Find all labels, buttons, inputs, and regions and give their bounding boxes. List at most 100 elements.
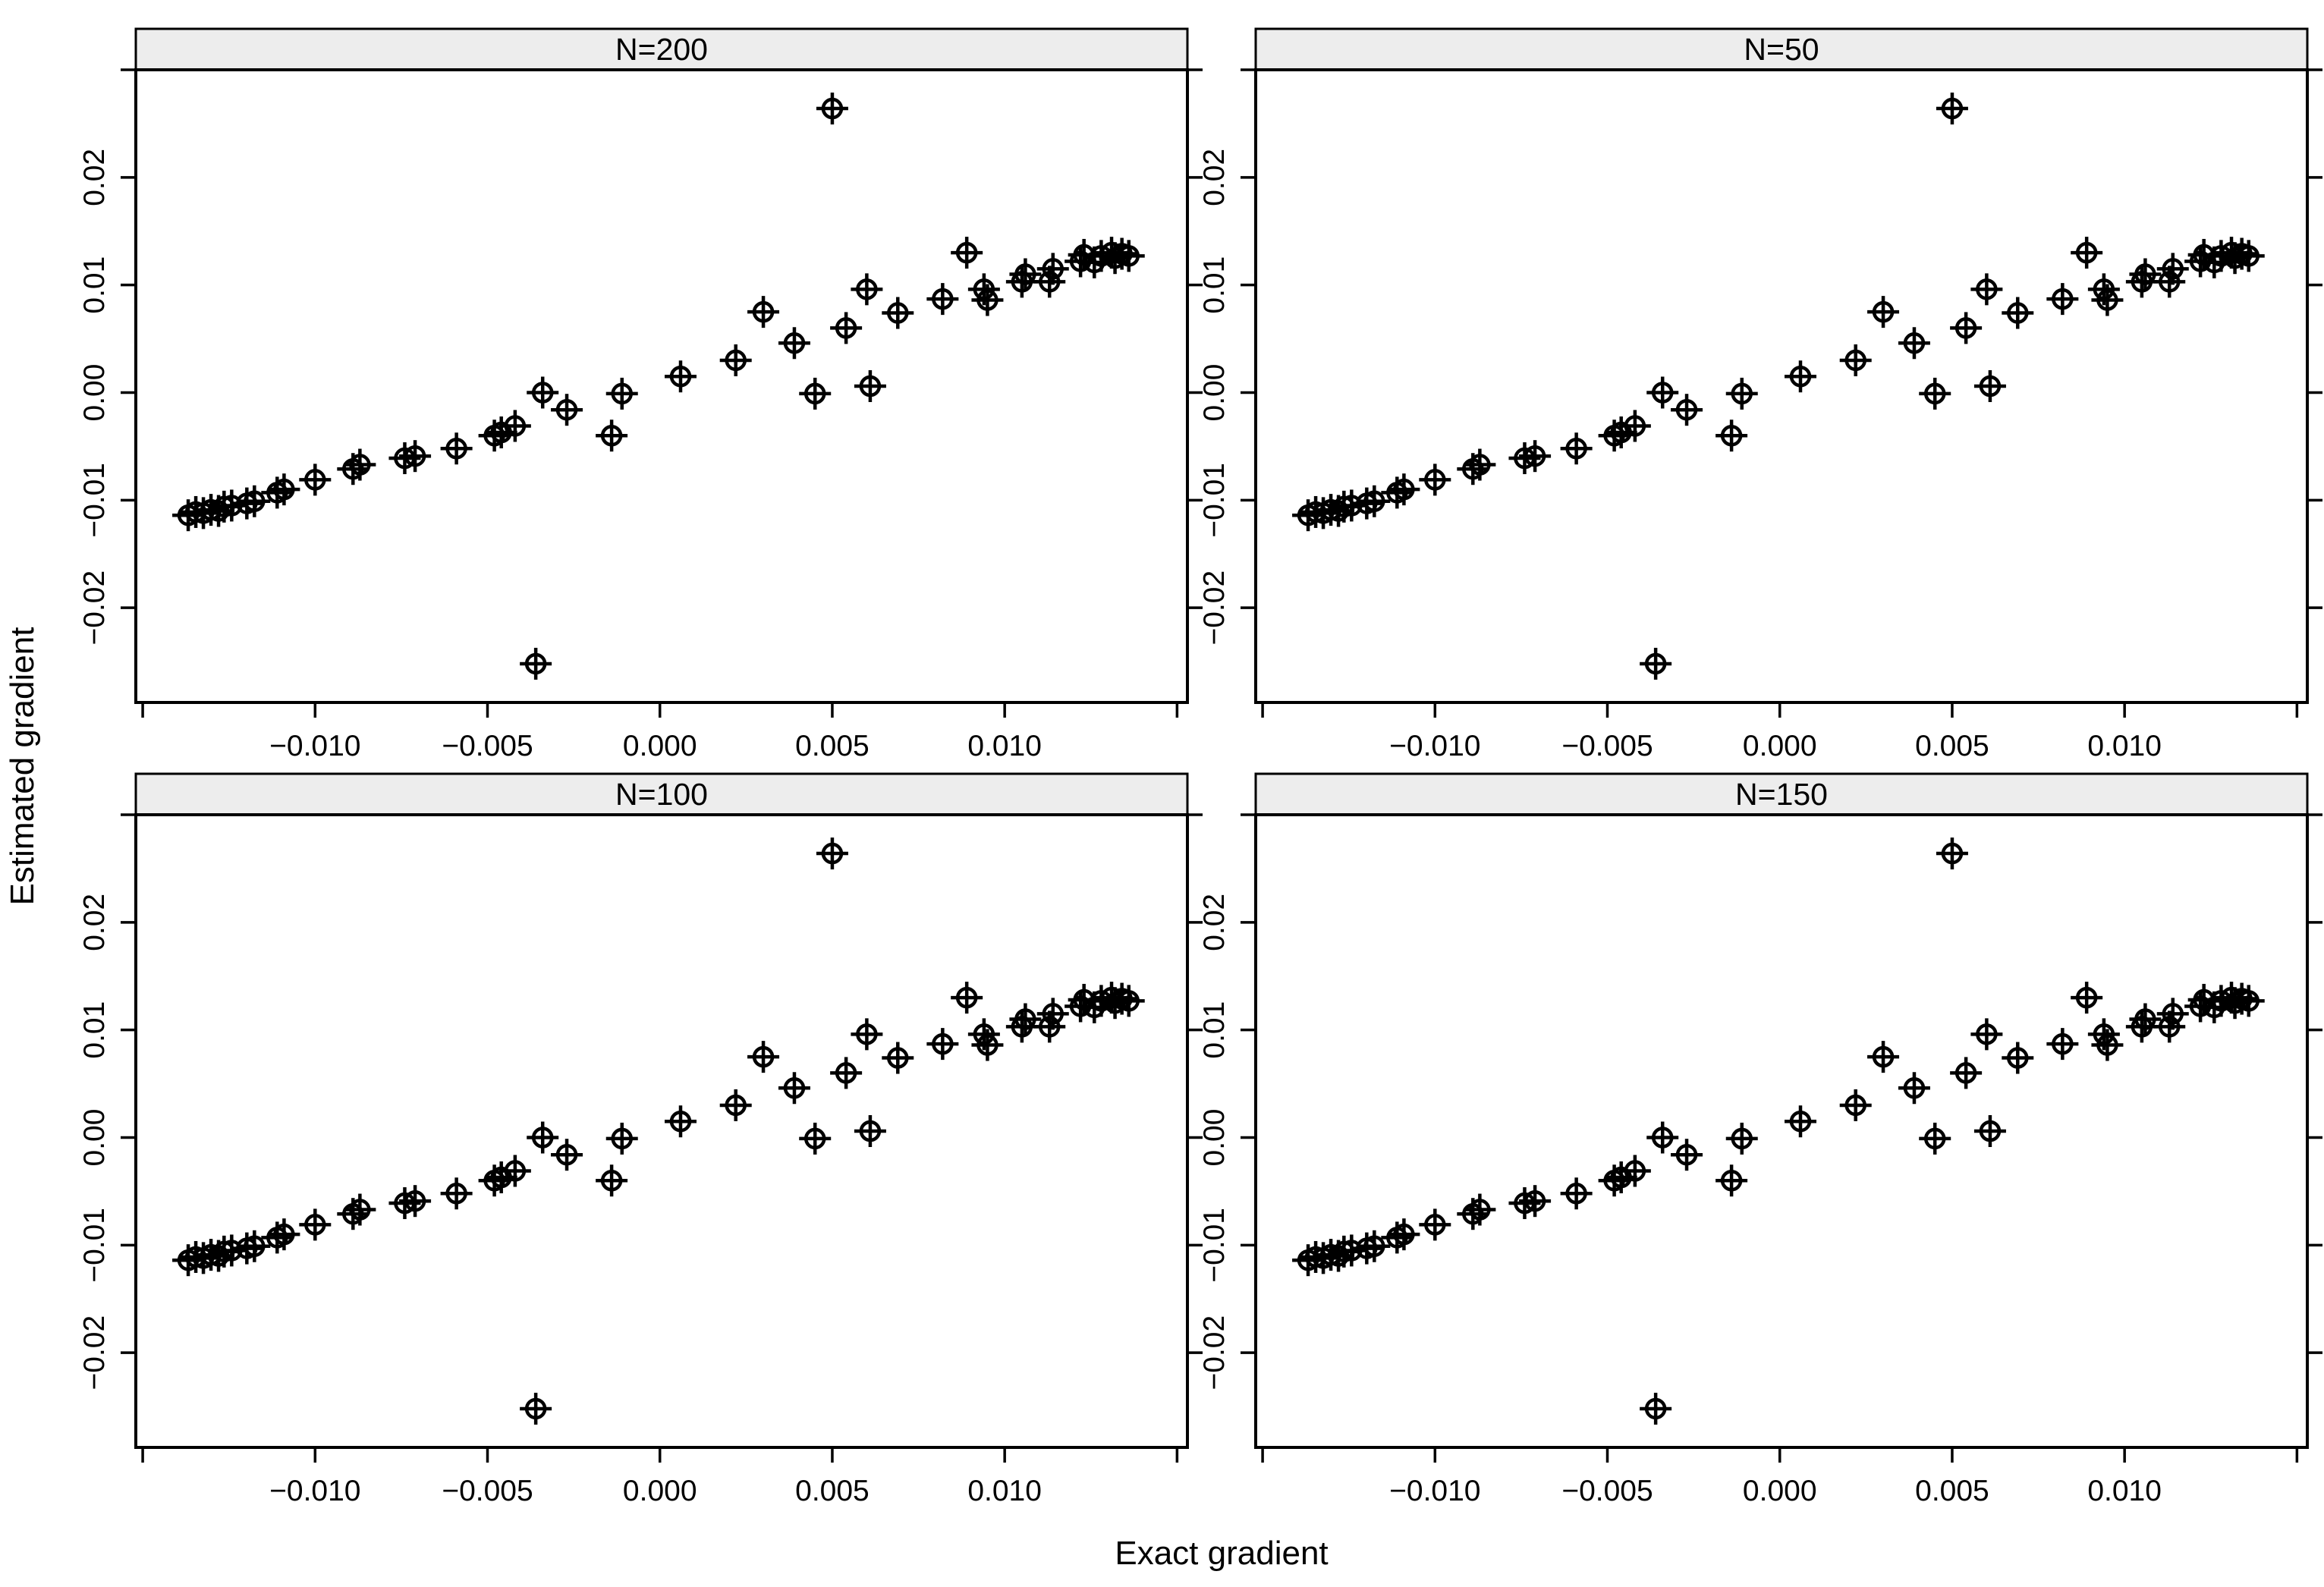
strip-label: N=200 — [615, 32, 708, 67]
data-point — [1009, 258, 1042, 291]
data-point — [951, 237, 983, 269]
data-point — [1519, 440, 1552, 473]
data-point — [1640, 1392, 1672, 1425]
data-point — [1036, 253, 1069, 285]
panel-n-100: N=100 −0.02 −0.01 0.00 0.01 0.02 −0.010 −0.005 0… — [78, 772, 1203, 1507]
data-point — [1970, 1018, 2003, 1051]
data-point — [1640, 647, 1672, 680]
data-point — [971, 1029, 1004, 1061]
y-tick-label: 0.02 — [1198, 894, 1231, 951]
x-tick-label: −0.005 — [442, 1475, 533, 1507]
data-point — [1936, 93, 1968, 125]
panel-border — [134, 813, 1189, 1449]
x-tick-label: −0.010 — [269, 1475, 360, 1507]
x-axis-title: Exact gradient — [1115, 1535, 1328, 1572]
y-tick-label: 0.00 — [1198, 1109, 1231, 1167]
data-point — [238, 485, 271, 517]
strip-label: N=50 — [1744, 32, 1819, 67]
data-point — [2071, 237, 2103, 269]
data-point — [851, 273, 883, 306]
data-point — [747, 296, 780, 328]
data-point — [799, 377, 832, 410]
y-tick-label: −0.02 — [78, 570, 111, 646]
panel-n-50: N=50 −0.02 −0.01 0.00 0.01 0.02 −0.010 −0.005 0.… — [1198, 27, 2322, 762]
x-tick-label: −0.010 — [269, 730, 360, 762]
x-tick-label: 0.005 — [795, 1475, 870, 1507]
data-point — [1618, 410, 1651, 442]
data-point — [2046, 1028, 2079, 1061]
data-point — [596, 1164, 628, 1197]
data-point — [2232, 985, 2265, 1017]
data-point — [551, 394, 583, 426]
data-point — [440, 432, 473, 465]
data-point — [1671, 1139, 1703, 1171]
data-point — [520, 1392, 552, 1425]
data-point — [1898, 1072, 1930, 1105]
y-tick-label: −0.01 — [1198, 1208, 1231, 1283]
data-point — [854, 370, 886, 402]
data-point — [799, 1122, 832, 1155]
data-point — [299, 1208, 332, 1241]
data-point — [1388, 1218, 1420, 1251]
x-tick-label: −0.005 — [442, 730, 533, 762]
y-tick-label: 0.00 — [78, 1109, 111, 1167]
data-point — [238, 1230, 271, 1262]
y-tick-label: −0.01 — [1198, 463, 1231, 538]
data-point — [719, 344, 752, 376]
x-tick-label: 0.010 — [967, 1475, 1042, 1507]
y-tick-label: −0.02 — [1198, 1315, 1231, 1391]
data-point — [498, 1155, 531, 1187]
y-tick-label: −0.02 — [78, 1315, 111, 1391]
data-point — [1867, 296, 1900, 328]
panel-border — [134, 68, 1189, 704]
data-point — [1839, 344, 1872, 376]
y-tick-label: 0.01 — [78, 256, 111, 314]
data-point — [527, 1121, 559, 1154]
data-point — [2156, 998, 2189, 1030]
data-point — [1919, 377, 1951, 410]
data-point — [830, 1057, 863, 1089]
data-point — [440, 1177, 473, 1210]
data-point — [1646, 376, 1679, 409]
data-point — [2153, 266, 2186, 298]
y-tick-label: 0.00 — [78, 364, 111, 422]
data-point — [215, 489, 248, 522]
data-point — [1936, 837, 1968, 870]
data-point — [2129, 258, 2162, 291]
data-point — [2156, 253, 2189, 285]
data-point — [1112, 985, 1145, 1017]
data-point — [520, 647, 552, 680]
data-point — [1784, 1105, 1816, 1138]
x-tick-label: −0.005 — [1561, 730, 1653, 762]
data-point — [2046, 283, 2079, 316]
x-tick-label: 0.000 — [623, 730, 697, 762]
data-point — [2232, 240, 2265, 272]
data-point — [344, 448, 376, 481]
data-point — [1036, 998, 1069, 1030]
data-point — [1646, 1121, 1679, 1154]
data-point — [605, 1122, 638, 1155]
x-tick-label: 0.005 — [1915, 1475, 1989, 1507]
y-tick-label: 0.01 — [1198, 1001, 1231, 1059]
data-point — [719, 1089, 752, 1121]
data-point — [596, 420, 628, 452]
data-point — [1898, 327, 1930, 360]
data-point — [1335, 1234, 1368, 1267]
data-point — [1519, 1185, 1552, 1218]
x-tick-label: −0.010 — [1389, 730, 1480, 762]
panels-group: N=200 −0.02 −0.01 0.00 0.01 0.02 −0.010 −0.005 0… — [78, 27, 2322, 1507]
y-tick-label: 0.00 — [1198, 364, 1231, 422]
data-point — [399, 1185, 432, 1218]
data-point — [1618, 1155, 1651, 1187]
data-point — [2129, 1003, 2162, 1035]
data-point — [1973, 1115, 2006, 1147]
x-tick-label: 0.005 — [1915, 730, 1989, 762]
data-point — [344, 1193, 376, 1226]
data-point — [1970, 273, 2003, 306]
data-point — [268, 1218, 300, 1251]
data-point — [399, 440, 432, 473]
data-point — [1464, 1193, 1496, 1226]
strip-header — [1254, 27, 2309, 71]
